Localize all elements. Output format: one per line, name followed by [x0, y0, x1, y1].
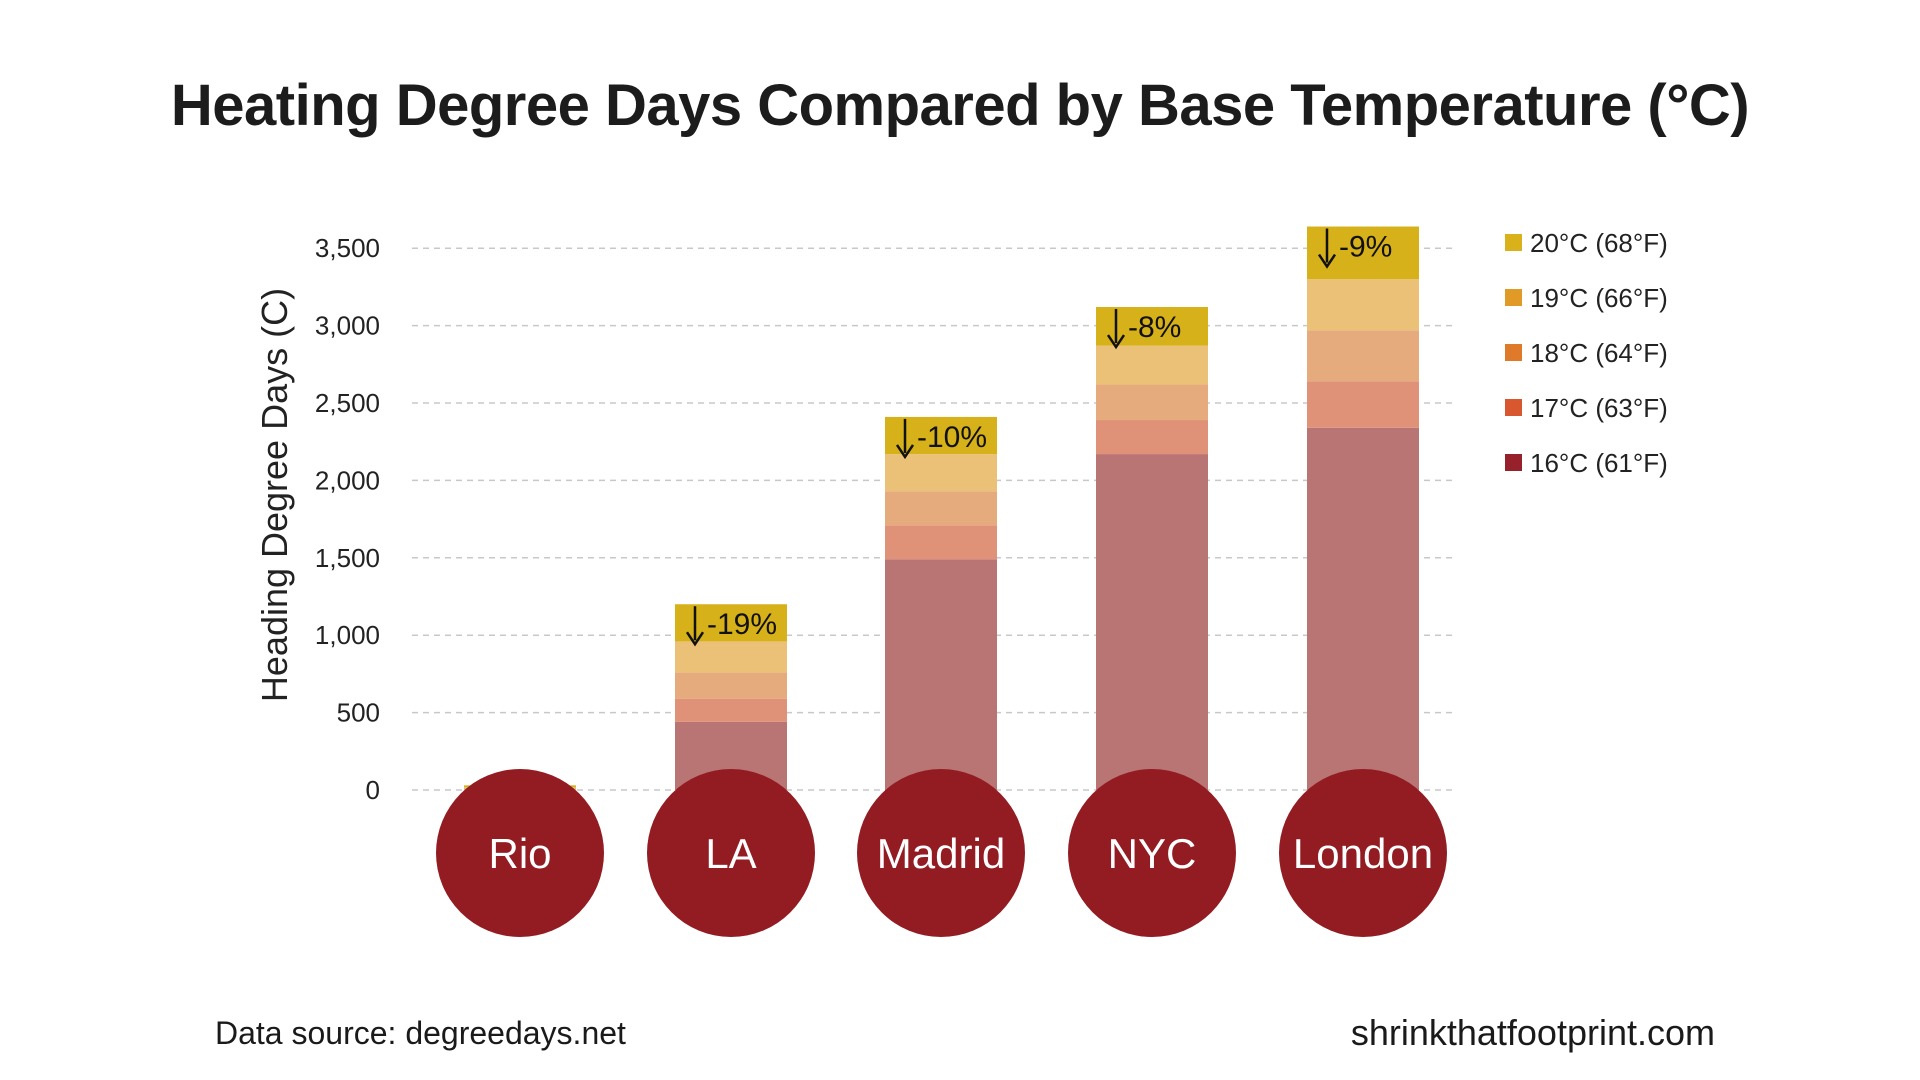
legend-label: 16°C (61°F) [1530, 448, 1668, 478]
bar-segment-london-18c [1307, 330, 1419, 382]
y-tick-label: 0 [366, 775, 380, 805]
bar-segment-london-19c [1307, 279, 1419, 331]
y-tick-label: 1,000 [315, 620, 380, 650]
city-circle-nyc [1068, 769, 1236, 937]
down-arrow-icon-head [1106, 334, 1126, 350]
data-source: Data source: degreedays.net [215, 1015, 626, 1051]
y-tick-label: 2,500 [315, 388, 380, 418]
bar-segment-la-18c [675, 672, 787, 699]
change-labels: -19% -10% -8% -9% [685, 228, 1392, 647]
y-axis-label: Heading Degree Days (C) [254, 288, 295, 702]
down-arrow-icon-head [685, 631, 705, 647]
legend-label: 17°C (63°F) [1530, 393, 1668, 423]
legend-label: 19°C (66°F) [1530, 283, 1668, 313]
y-axis-ticks: 0 500 1,000 1,500 2,000 2,500 3,000 3,500 [315, 233, 380, 805]
brand-link[interactable]: shrinkthatfootprint.com [1350, 1012, 1715, 1053]
chart-title: Heating Degree Days Compared by Base Tem… [170, 73, 1750, 138]
city-label-nyc: NYC [1108, 830, 1197, 877]
legend-swatch [1505, 454, 1522, 471]
legend-swatch [1505, 234, 1522, 251]
bar-segment-la-17c [675, 698, 787, 722]
change-label-nyc: -8% [1128, 311, 1181, 344]
city-circle-madrid [857, 769, 1025, 937]
legend-label: 20°C (68°F) [1530, 228, 1668, 258]
change-label-madrid: -10% [917, 421, 987, 454]
y-tick-label: 1,500 [315, 543, 380, 573]
city-circle-la [647, 769, 815, 937]
city-circle-rio [436, 769, 604, 937]
city-circle-london [1279, 769, 1447, 937]
legend: 20°C (68°F) 19°C (66°F) 18°C (64°F) 17°C (6… [1505, 228, 1668, 478]
city-label-rio: Rio [488, 830, 551, 877]
bar-segment-nyc-16c [1096, 454, 1208, 790]
legend-swatch [1505, 399, 1522, 416]
bar-segment-madrid-20c [885, 416, 997, 455]
bar-segment-madrid-16c [885, 559, 997, 790]
bar-segment-nyc-19c [1096, 345, 1208, 385]
bar-segment-madrid-18c [885, 491, 997, 526]
bar-segment-nyc-20c [1096, 307, 1208, 346]
bar-segment-london-16c [1307, 427, 1419, 790]
bar-segment-la-20c [675, 604, 787, 642]
bars [464, 226, 1419, 790]
bar-segment-madrid-17c [885, 525, 997, 560]
bar-segment-london-20c [1307, 226, 1419, 280]
change-label-la: -19% [707, 608, 777, 641]
bar-segment-nyc-17c [1096, 420, 1208, 455]
y-tick-label: 2,000 [315, 465, 380, 495]
city-label-madrid: Madrid [877, 830, 1005, 877]
bar-segment-madrid-19c [885, 454, 997, 492]
y-tick-label: 3,500 [315, 233, 380, 263]
bar-segment-nyc-18c [1096, 384, 1208, 421]
city-label-london: London [1293, 830, 1433, 877]
y-tick-label: 3,000 [315, 311, 380, 341]
city-labels: Rio LA Madrid NYC London [436, 769, 1447, 937]
chart-area: 0 500 1,000 1,500 2,000 2,500 3,000 3,500 Headi… [254, 226, 1668, 937]
down-arrow-icon-head [1317, 253, 1337, 269]
legend-swatch [1505, 344, 1522, 361]
bar-segment-london-17c [1307, 381, 1419, 428]
change-label-london: -9% [1339, 231, 1392, 264]
y-tick-label: 500 [337, 698, 380, 728]
down-arrow-icon-head [895, 444, 915, 460]
legend-label: 18°C (64°F) [1530, 338, 1668, 368]
bar-segment-la-19c [675, 641, 787, 673]
city-label-la: LA [705, 830, 756, 877]
legend-swatch [1505, 289, 1522, 306]
